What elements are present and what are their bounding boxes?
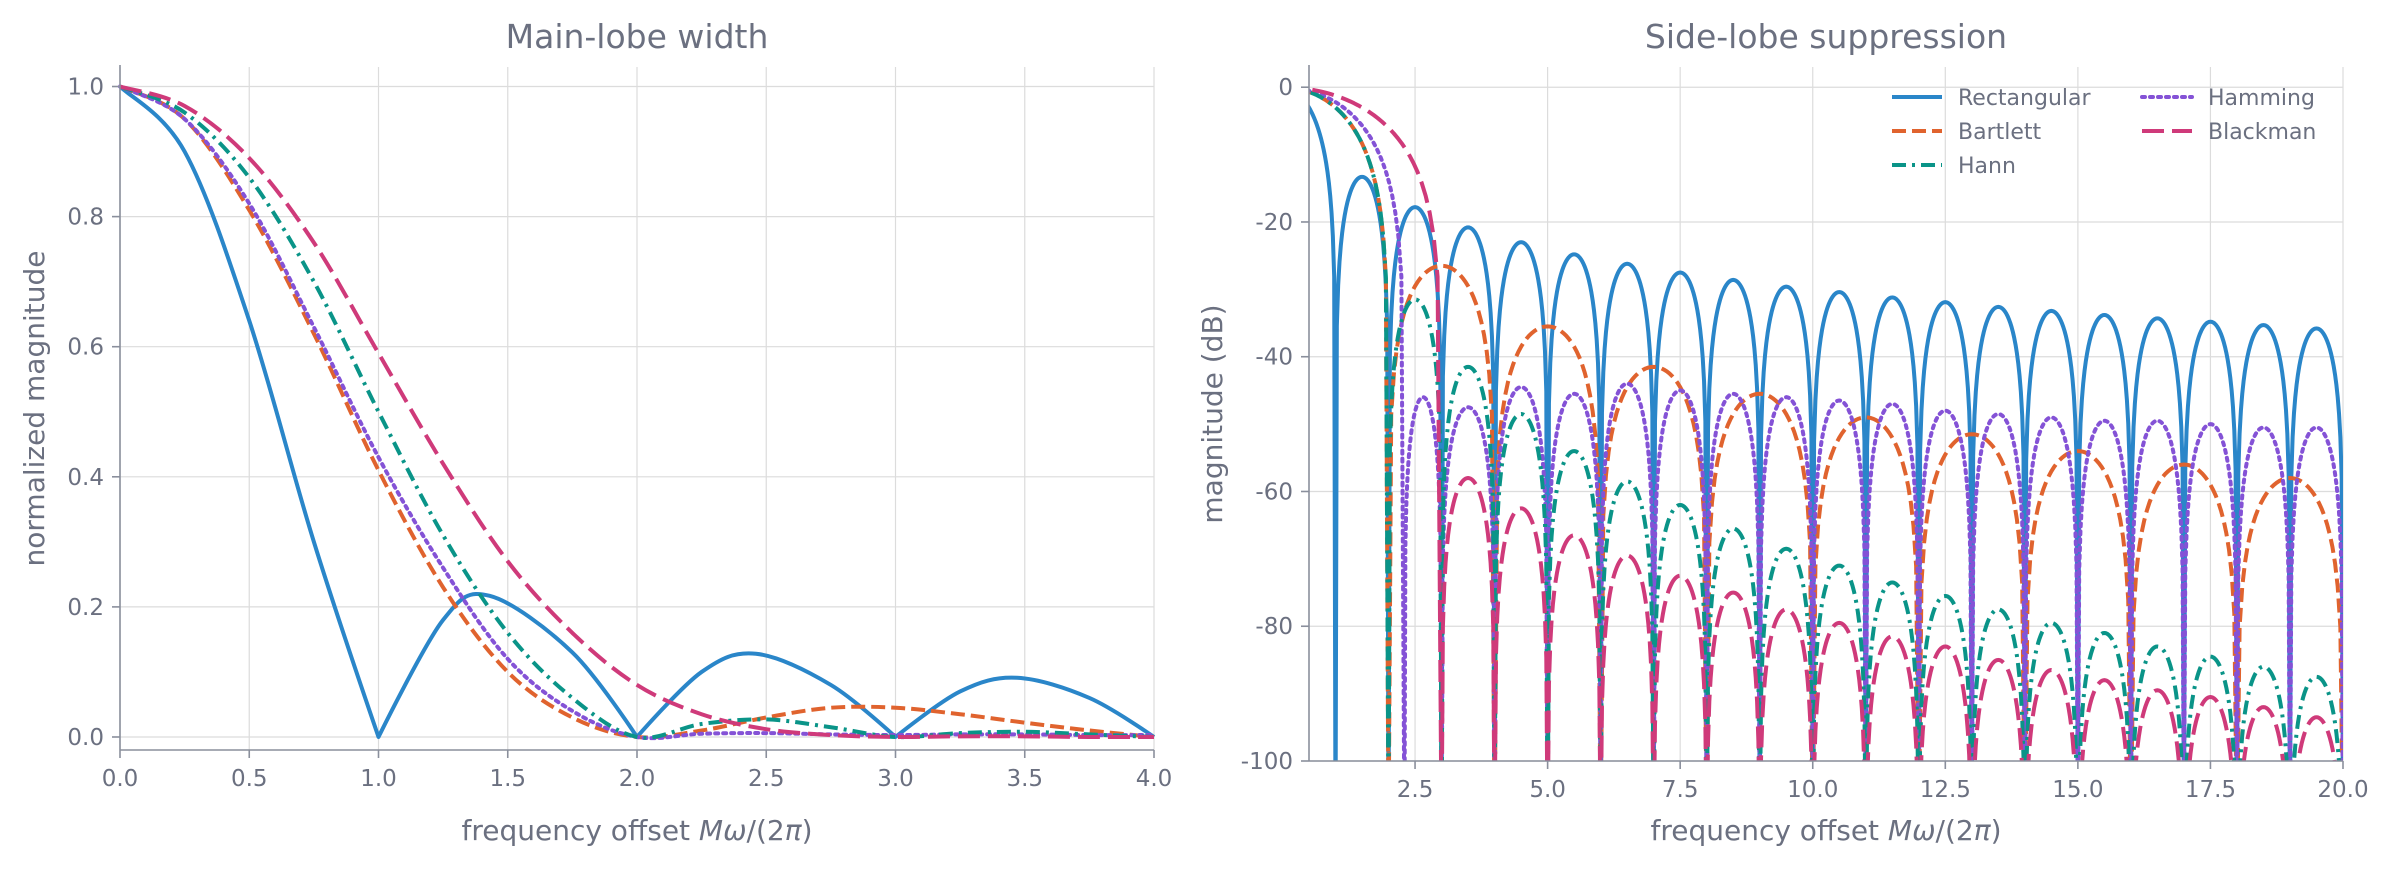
main-lobe-xtick-label: 3.0 — [877, 766, 914, 792]
main-lobe-ytick-label: 0.4 — [67, 465, 104, 491]
main-lobe-ytick-label: 0.2 — [67, 595, 104, 621]
side-lobe-series-hann — [1309, 89, 2341, 761]
main-lobe-ytick-label: 0.6 — [67, 335, 104, 361]
side-lobe-ytick-label: -40 — [1255, 345, 1293, 371]
main-lobe-ytick-label: 0.8 — [67, 205, 104, 231]
main-lobe-series-bartlett — [119, 84, 1155, 740]
side-lobe-xtick-label: 12.5 — [1920, 777, 1971, 803]
side-lobe-xtick-label: 20.0 — [2317, 777, 2368, 803]
legend-label-bartlett: Bartlett — [1958, 120, 2042, 145]
main-lobe-xtick-label: 0.5 — [231, 766, 268, 792]
main-lobe-ytick-label: 0.0 — [67, 725, 104, 751]
main-lobe-panel: 0.0 0.5 1.0 1.5 2.0 2.5 3.0 3.5 4.0 0.0 0.2 0.4 0.6 0… — [18, 17, 1172, 847]
side-lobe-series-bartlett — [1309, 89, 2343, 761]
side-lobe-series-rectangular — [1309, 103, 2343, 761]
side-lobe-ytick-label: 0 — [1278, 75, 1293, 101]
main-lobe-xlabel: frequency offset Mω/(2π) — [461, 814, 812, 847]
legend-label-rectangular: Rectangular — [1958, 86, 2091, 111]
main-lobe-xtick-label: 1.0 — [360, 766, 397, 792]
main-lobe-xtick-label: 0.0 — [102, 766, 139, 792]
main-lobe-series-hann — [119, 84, 1155, 740]
side-lobe-xtick-label: 5.0 — [1529, 777, 1566, 803]
side-lobe-xlabel: frequency offset Mω/(2π) — [1650, 814, 2001, 847]
main-lobe-grid — [119, 67, 1155, 750]
main-lobe-xtick-label: 2.0 — [619, 766, 656, 792]
main-lobe-ylabel: normalized magnitude — [18, 251, 51, 567]
side-lobe-xtick-label: 2.5 — [1397, 777, 1434, 803]
legend: Rectangular Bartlett Hann Hamming Blackman — [1892, 86, 2316, 179]
side-lobe-ylabel: magnitude (dB) — [1196, 304, 1229, 523]
side-lobe-ytick-label: -100 — [1241, 749, 1293, 775]
side-lobe-axes: 2.5 5.0 7.5 10.0 12.5 15.0 17.5 20.0 0 -20 -40 -60 -… — [1241, 65, 2369, 803]
main-lobe-series-rectangular — [118, 85, 1156, 739]
main-lobe-xtick-label: 1.5 — [489, 766, 526, 792]
main-lobe-xtick-label: 4.0 — [1136, 766, 1173, 792]
main-lobe-title: Main-lobe width — [506, 17, 769, 56]
side-lobe-xtick-label: 15.0 — [2052, 777, 2103, 803]
main-lobe-ytick-label: 1.0 — [67, 75, 104, 101]
legend-label-blackman: Blackman — [2208, 120, 2316, 145]
main-lobe-axes: 0.0 0.5 1.0 1.5 2.0 2.5 3.0 3.5 4.0 0.0 0.2 0.4 0.6 0… — [67, 65, 1172, 792]
side-lobe-panel: 2.5 5.0 7.5 10.0 12.5 15.0 17.5 20.0 0 -20 -40 -60 -… — [1196, 17, 2369, 847]
legend-label-hann: Hann — [1958, 154, 2016, 179]
side-lobe-xtick-label: 10.0 — [1787, 777, 1838, 803]
side-lobe-series-hamming — [1309, 88, 2343, 761]
side-lobe-xtick-label: 7.5 — [1662, 777, 1699, 803]
side-lobe-title: Side-lobe suppression — [1645, 17, 2007, 56]
main-lobe-xtick-label: 3.5 — [1006, 766, 1043, 792]
side-lobe-ytick-label: -80 — [1255, 614, 1293, 640]
side-lobe-series — [1309, 87, 2343, 761]
side-lobe-ytick-label: -20 — [1255, 210, 1293, 236]
main-lobe-series-blackman — [119, 84, 1155, 740]
legend-label-hamming: Hamming — [2208, 86, 2315, 111]
side-lobe-ytick-label: -60 — [1255, 479, 1293, 505]
side-lobe-xtick-label: 17.5 — [2185, 777, 2236, 803]
main-lobe-xtick-label: 2.5 — [748, 766, 785, 792]
main-lobe-series — [118, 84, 1156, 741]
